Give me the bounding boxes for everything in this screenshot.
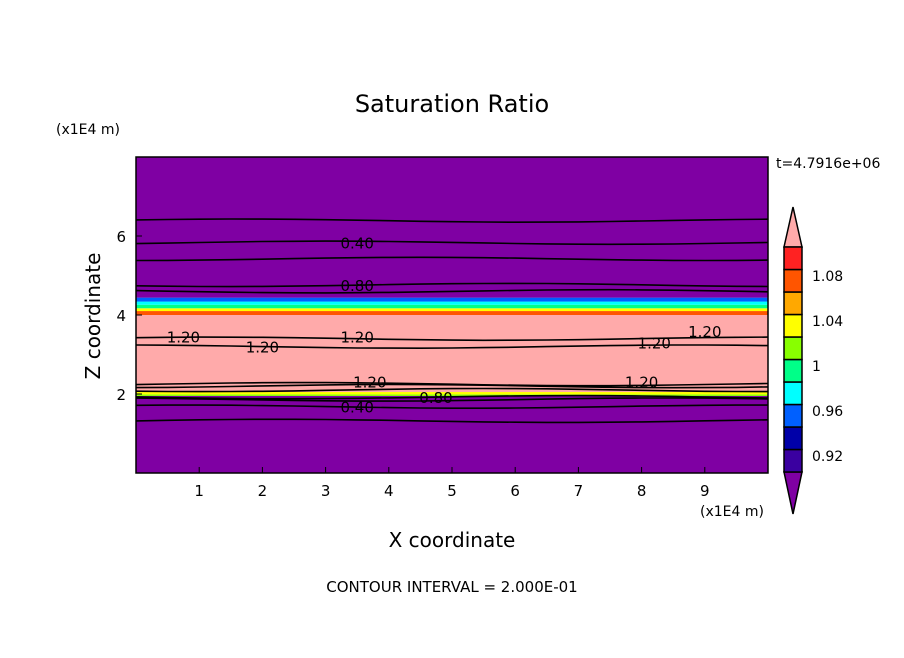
fill-band bbox=[136, 315, 768, 393]
colorbar-label: 0.96 bbox=[812, 404, 843, 420]
x-tick-label: 3 bbox=[321, 482, 331, 500]
x-unit-label: (x1E4 m) bbox=[700, 504, 764, 520]
colorbar: 0.92 0.96 1 1.04 1.08 bbox=[783, 206, 843, 515]
y-tick-label: 2 bbox=[116, 386, 126, 404]
fill-band bbox=[136, 311, 768, 315]
contour-label: 1.20 bbox=[688, 323, 721, 341]
y-tick-label: 4 bbox=[116, 307, 126, 325]
contour-line bbox=[135, 344, 769, 350]
plot-area: 0.40 0.80 1.20 1.20 1.20 1.20 1.20 1.20 1.20 0.80… bbox=[116, 156, 769, 500]
colorbar-swatch bbox=[783, 403, 803, 428]
contour-label: 1.20 bbox=[340, 329, 373, 347]
y-unit-label: (x1E4 m) bbox=[56, 122, 120, 138]
contour-line bbox=[135, 218, 769, 224]
colorbar-over-triangle bbox=[783, 206, 803, 248]
colorbar-swatch bbox=[783, 313, 803, 338]
contour-interval-footer: CONTOUR INTERVAL = 2.000E-01 bbox=[326, 578, 577, 596]
contour-line bbox=[135, 256, 769, 262]
contour-label: 0.80 bbox=[419, 389, 452, 407]
fill-band bbox=[136, 157, 768, 298]
x-tick-label: 5 bbox=[447, 482, 457, 500]
contour-label: 1.20 bbox=[246, 339, 279, 357]
colorbar-label: 1 bbox=[812, 359, 821, 375]
colorbar-swatch bbox=[783, 426, 803, 451]
contour-label: 1.20 bbox=[353, 373, 386, 391]
contour-line bbox=[135, 387, 769, 393]
y-tick-label: 6 bbox=[116, 228, 126, 246]
colorbar-swatch bbox=[783, 268, 803, 293]
contour-line bbox=[135, 397, 769, 402]
contour-label: 0.80 bbox=[340, 277, 373, 295]
colorbar-swatch bbox=[783, 336, 803, 361]
x-tick-label: 7 bbox=[574, 482, 584, 500]
contour-label: 0.40 bbox=[340, 399, 373, 417]
x-tick-label: 1 bbox=[194, 482, 204, 500]
fill-band bbox=[136, 304, 768, 309]
fill-band bbox=[136, 392, 768, 395]
contour-line bbox=[135, 404, 768, 409]
contour-line bbox=[135, 282, 769, 288]
x-tick-label: 9 bbox=[700, 482, 710, 500]
x-axis-label: X coordinate bbox=[389, 528, 516, 552]
x-tick-label: 8 bbox=[637, 482, 647, 500]
contour-label: 1.20 bbox=[638, 335, 671, 353]
x-tick-label: 2 bbox=[258, 482, 268, 500]
colorbar-swatch bbox=[783, 381, 803, 406]
chart-title: Saturation Ratio bbox=[355, 90, 549, 118]
contour-line bbox=[135, 240, 769, 246]
colorbar-under-triangle bbox=[783, 471, 803, 515]
y-axis-label: Z coordinate bbox=[81, 253, 105, 380]
contour-label: 0.40 bbox=[340, 235, 373, 253]
x-tick-label: 6 bbox=[510, 482, 520, 500]
contour-line bbox=[135, 336, 769, 342]
colorbar-label: 0.92 bbox=[812, 449, 843, 465]
colorbar-swatch bbox=[783, 448, 803, 473]
time-label: t=4.7916e+06 bbox=[776, 156, 880, 172]
colorbar-swatch bbox=[783, 246, 803, 271]
contour-line bbox=[135, 394, 769, 400]
colorbar-label: 1.08 bbox=[812, 269, 843, 285]
contour-line bbox=[135, 288, 769, 294]
fill-band bbox=[136, 297, 768, 302]
fill-band bbox=[136, 301, 768, 305]
colorbar-swatch bbox=[783, 291, 803, 316]
colorbar-label: 1.04 bbox=[812, 314, 843, 330]
contour-line bbox=[135, 418, 769, 424]
x-tick-label: 4 bbox=[384, 482, 394, 500]
contour-line bbox=[135, 381, 769, 387]
fill-band bbox=[136, 308, 768, 312]
contour-label: 1.20 bbox=[167, 329, 200, 347]
colorbar-swatch bbox=[783, 358, 803, 383]
fill-band bbox=[136, 394, 768, 396]
contour-label: 1.20 bbox=[625, 373, 658, 391]
